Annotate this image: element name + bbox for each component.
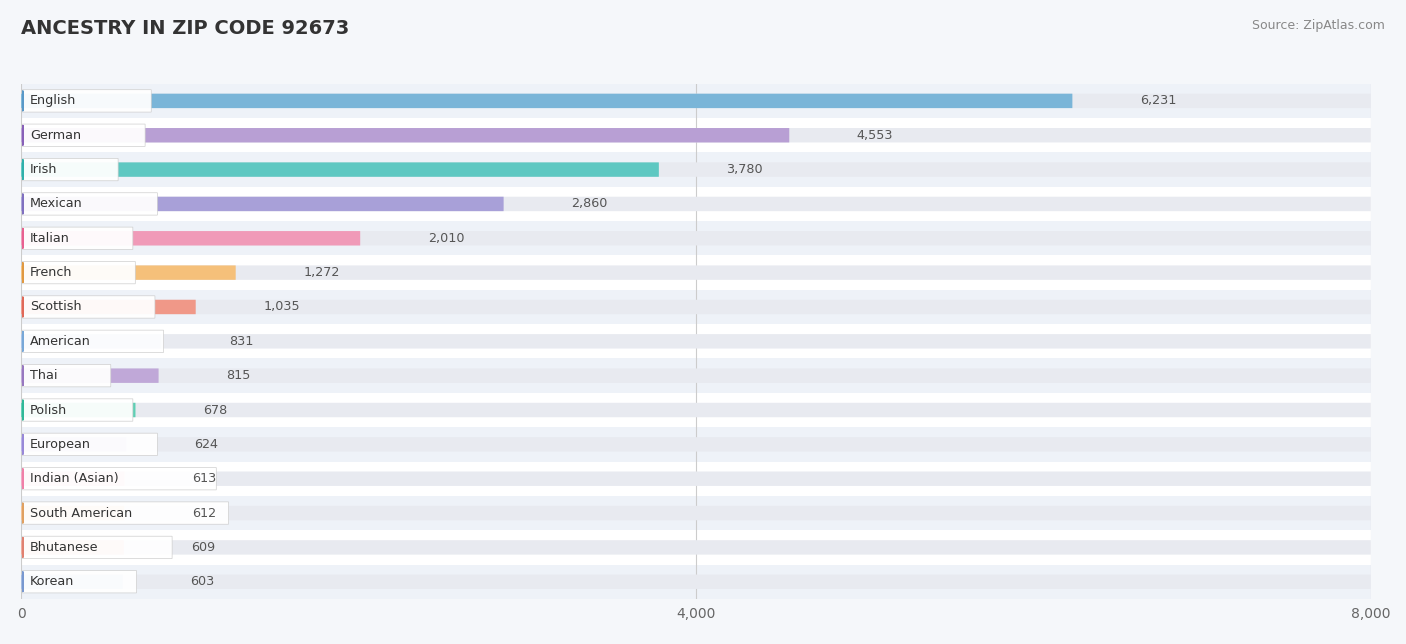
FancyBboxPatch shape (21, 324, 1371, 359)
FancyBboxPatch shape (21, 84, 1371, 118)
Text: Italian: Italian (31, 232, 70, 245)
FancyBboxPatch shape (21, 162, 1371, 177)
FancyBboxPatch shape (22, 193, 157, 215)
FancyBboxPatch shape (21, 540, 1371, 554)
FancyBboxPatch shape (21, 334, 162, 348)
Text: European: European (31, 438, 91, 451)
Text: Korean: Korean (31, 575, 75, 588)
Text: 3,780: 3,780 (727, 163, 763, 176)
FancyBboxPatch shape (21, 265, 236, 280)
FancyBboxPatch shape (21, 402, 135, 417)
FancyBboxPatch shape (21, 334, 1371, 348)
FancyBboxPatch shape (21, 187, 1371, 221)
Text: 1,035: 1,035 (263, 301, 299, 314)
FancyBboxPatch shape (21, 427, 1371, 462)
FancyBboxPatch shape (21, 196, 1371, 211)
Text: 678: 678 (202, 404, 228, 417)
FancyBboxPatch shape (22, 296, 155, 318)
FancyBboxPatch shape (21, 437, 127, 451)
FancyBboxPatch shape (22, 330, 163, 352)
FancyBboxPatch shape (21, 162, 659, 177)
FancyBboxPatch shape (22, 158, 118, 181)
Text: 1,272: 1,272 (304, 266, 340, 279)
FancyBboxPatch shape (21, 402, 1371, 417)
Text: Thai: Thai (31, 369, 58, 382)
FancyBboxPatch shape (21, 299, 1371, 314)
Text: 4,553: 4,553 (856, 129, 893, 142)
Text: 603: 603 (190, 575, 215, 588)
Text: Bhutanese: Bhutanese (31, 541, 98, 554)
FancyBboxPatch shape (21, 118, 1371, 153)
FancyBboxPatch shape (21, 574, 1371, 589)
Text: 2,860: 2,860 (571, 198, 607, 211)
FancyBboxPatch shape (21, 471, 125, 486)
FancyBboxPatch shape (21, 462, 1371, 496)
Text: Indian (Asian): Indian (Asian) (31, 472, 120, 485)
Text: South American: South American (31, 507, 132, 520)
Text: 613: 613 (193, 472, 217, 485)
Text: 609: 609 (191, 541, 215, 554)
Text: ANCESTRY IN ZIP CODE 92673: ANCESTRY IN ZIP CODE 92673 (21, 19, 349, 39)
Text: 6,231: 6,231 (1140, 95, 1177, 108)
FancyBboxPatch shape (21, 540, 124, 554)
FancyBboxPatch shape (21, 565, 1371, 599)
Text: 624: 624 (194, 438, 218, 451)
Text: Polish: Polish (31, 404, 67, 417)
Text: 2,010: 2,010 (427, 232, 464, 245)
Text: English: English (31, 95, 76, 108)
FancyBboxPatch shape (21, 506, 1371, 520)
FancyBboxPatch shape (22, 399, 134, 421)
FancyBboxPatch shape (21, 368, 159, 383)
Text: 612: 612 (191, 507, 217, 520)
FancyBboxPatch shape (21, 574, 122, 589)
Text: 831: 831 (229, 335, 253, 348)
Text: Mexican: Mexican (31, 198, 83, 211)
FancyBboxPatch shape (21, 128, 1371, 142)
FancyBboxPatch shape (21, 359, 1371, 393)
FancyBboxPatch shape (21, 471, 1371, 486)
FancyBboxPatch shape (22, 433, 157, 455)
FancyBboxPatch shape (21, 196, 503, 211)
FancyBboxPatch shape (21, 506, 124, 520)
FancyBboxPatch shape (22, 261, 135, 284)
Text: Irish: Irish (31, 163, 58, 176)
FancyBboxPatch shape (21, 299, 195, 314)
FancyBboxPatch shape (21, 153, 1371, 187)
FancyBboxPatch shape (22, 468, 217, 490)
FancyBboxPatch shape (22, 365, 111, 387)
FancyBboxPatch shape (21, 231, 360, 245)
FancyBboxPatch shape (22, 536, 172, 558)
FancyBboxPatch shape (21, 290, 1371, 324)
FancyBboxPatch shape (21, 496, 1371, 530)
Text: German: German (31, 129, 82, 142)
FancyBboxPatch shape (21, 368, 1371, 383)
FancyBboxPatch shape (21, 221, 1371, 256)
Text: French: French (31, 266, 73, 279)
FancyBboxPatch shape (21, 93, 1371, 108)
FancyBboxPatch shape (21, 128, 789, 142)
FancyBboxPatch shape (21, 93, 1073, 108)
FancyBboxPatch shape (21, 231, 1371, 245)
FancyBboxPatch shape (21, 265, 1371, 280)
Text: American: American (31, 335, 91, 348)
FancyBboxPatch shape (21, 256, 1371, 290)
FancyBboxPatch shape (22, 227, 134, 249)
FancyBboxPatch shape (22, 571, 136, 593)
Text: 815: 815 (226, 369, 250, 382)
FancyBboxPatch shape (21, 530, 1371, 565)
FancyBboxPatch shape (21, 393, 1371, 427)
FancyBboxPatch shape (22, 90, 152, 112)
Text: Scottish: Scottish (31, 301, 82, 314)
FancyBboxPatch shape (22, 124, 145, 146)
Text: Source: ZipAtlas.com: Source: ZipAtlas.com (1251, 19, 1385, 32)
FancyBboxPatch shape (22, 502, 229, 524)
FancyBboxPatch shape (21, 437, 1371, 451)
